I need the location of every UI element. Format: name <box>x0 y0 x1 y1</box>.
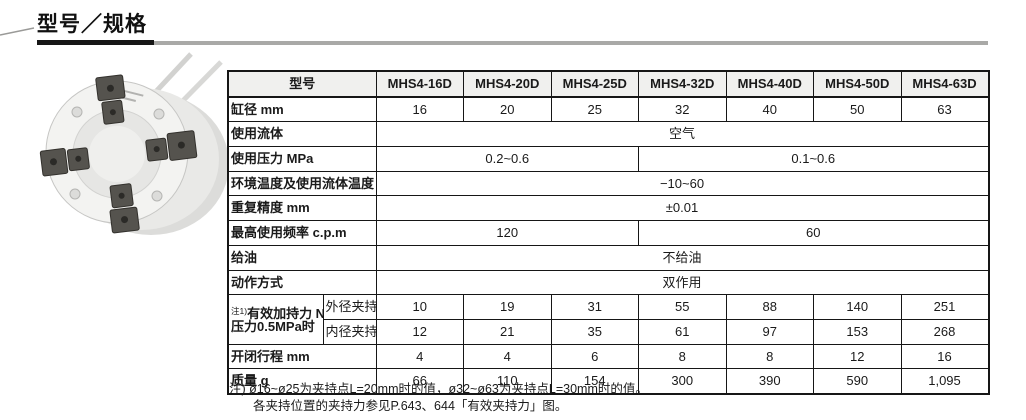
cell-value: 20 <box>463 96 552 123</box>
model-name: MHS4-63D <box>900 70 990 98</box>
sub-row-label: 外径夹持力 <box>322 294 377 320</box>
cell-value: 4 <box>463 343 552 370</box>
cell-value: 55 <box>638 294 727 320</box>
cell-value: 0.1~0.6 <box>638 146 990 172</box>
row-action: 动作方式 双作用 <box>227 269 990 296</box>
model-name: MHS4-40D <box>725 70 815 98</box>
cell-value: 40 <box>725 96 815 123</box>
cell-value: 300 <box>638 368 727 395</box>
cell-value: 19 <box>463 294 552 320</box>
cell-value: 110 <box>463 368 552 395</box>
cell-value: 60 <box>638 220 990 246</box>
cell-value: 35 <box>550 318 640 345</box>
cell-value: 31 <box>550 294 640 320</box>
cell-value: 61 <box>638 318 727 345</box>
cell-value: 12 <box>375 318 465 345</box>
page-corner-mark <box>0 27 35 36</box>
row-label: 缸径 mm <box>227 96 377 123</box>
cell-value: 16 <box>375 96 465 123</box>
row-lubrication: 给油 不给油 <box>227 244 990 271</box>
cell-value: 153 <box>813 318 902 345</box>
product-photo <box>39 52 229 235</box>
row-label: 使用压力 MPa <box>227 146 377 172</box>
cell-value: 6 <box>550 343 640 370</box>
page-title: 型号／规格 <box>37 13 147 36</box>
cell-value: 0.2~0.6 <box>375 146 640 172</box>
cell-value: 21 <box>463 318 552 345</box>
cell-value: 120 <box>375 220 640 246</box>
sub-row-label: 内径夹持力 <box>322 318 377 345</box>
cell-value: 251 <box>900 294 990 320</box>
cell-value: ±0.01 <box>375 195 990 222</box>
cell-value: 16 <box>900 343 990 370</box>
cell-value: 154 <box>550 368 640 395</box>
row-label: 环境温度及使用流体温度 ℃ <box>227 170 377 197</box>
title-underline <box>37 40 988 45</box>
cell-value: 双作用 <box>375 269 990 296</box>
cell-value: 空气 <box>375 121 990 148</box>
cell-value: 50 <box>813 96 902 123</box>
row-pressure: 使用压力 MPa 0.2~0.6 0.1~0.6 <box>227 146 990 172</box>
cell-value: 97 <box>725 318 815 345</box>
spec-table-container: 型号 MHS4-16D MHS4-20D MHS4-25D MHS4-32D M… <box>227 70 990 395</box>
cell-value: 63 <box>900 96 990 123</box>
row-repeatability: 重复精度 mm ±0.01 <box>227 195 990 222</box>
footnote-line-2: 各夹持位置的夹持力参见P.643、644「有效夹持力」图。 <box>253 398 568 413</box>
row-temperature: 环境温度及使用流体温度 ℃ −10~60 <box>227 170 990 197</box>
row-label: 给油 <box>227 244 377 271</box>
model-header-cell: 型号 <box>227 70 377 98</box>
row-stroke: 开闭行程 mm 4 4 6 8 8 12 16 <box>227 343 990 370</box>
note-ref: 注1) <box>231 306 248 317</box>
cell-value: 32 <box>638 96 727 123</box>
title-underline-gray <box>154 40 988 45</box>
cell-value: 10 <box>375 294 465 320</box>
cell-value: 4 <box>375 343 465 370</box>
cell-value: 390 <box>725 368 815 395</box>
title-underline-black <box>37 40 154 45</box>
model-name: MHS4-20D <box>463 70 552 98</box>
cell-value: 268 <box>900 318 990 345</box>
cell-value: 25 <box>550 96 640 123</box>
cell-value: 88 <box>725 294 815 320</box>
row-bore: 缸径 mm 16 20 25 32 40 50 63 <box>227 96 990 123</box>
row-fluid: 使用流体 空气 <box>227 121 990 148</box>
row-label: 重复精度 mm <box>227 195 377 222</box>
cell-value: −10~60 <box>375 170 990 197</box>
cell-value: 12 <box>813 343 902 370</box>
cell-value: 不给油 <box>375 244 990 271</box>
model-name: MHS4-32D <box>638 70 727 98</box>
row-weight: 质量 g 66 110 154 300 390 590 1,095 <box>227 368 990 395</box>
cell-value: 8 <box>725 343 815 370</box>
row-frequency: 最高使用频率 c.p.m 120 60 <box>227 220 990 246</box>
cell-value: 1,095 <box>900 368 990 395</box>
cell-value: 590 <box>813 368 902 395</box>
model-name: MHS4-50D <box>813 70 902 98</box>
footnotes: 注) ø16~ø25为夹持点L=20mm时的值，ø32~ø63为夹持点L=30m… <box>229 381 648 414</box>
model-name: MHS4-16D <box>375 70 465 98</box>
cell-value: 140 <box>813 294 902 320</box>
row-label: 使用流体 <box>227 121 377 148</box>
row-label: 开闭行程 mm <box>227 343 377 370</box>
cell-value: 66 <box>375 368 465 395</box>
model-name: MHS4-25D <box>550 70 640 98</box>
row-label: 质量 g <box>227 368 377 395</box>
row-label: 动作方式 <box>227 269 377 296</box>
header-row: 型号 MHS4-16D MHS4-20D MHS4-25D MHS4-32D M… <box>227 70 990 98</box>
gripping-force-label: 注1)有效加持力 N 压力0.5MPa时 <box>227 294 324 345</box>
gripping-force-label-line2: 压力0.5MPa时 <box>231 319 315 335</box>
row-gripping-internal: 内径夹持力 12 21 35 61 97 153 268 <box>228 318 990 345</box>
cell-value: 8 <box>638 343 727 370</box>
spec-table: 型号 MHS4-16D MHS4-20D MHS4-25D MHS4-32D M… <box>227 70 990 395</box>
row-label: 最高使用频率 c.p.m <box>227 220 377 246</box>
row-gripping-external: 注1)有效加持力 N 压力0.5MPa时 外径夹持力 10 19 31 55 8… <box>227 294 990 345</box>
footnote-line-1: 注) ø16~ø25为夹持点L=20mm时的值，ø32~ø63为夹持点L=30m… <box>229 382 648 396</box>
gripping-force-label-line1: 注1)有效加持力 N <box>231 306 323 322</box>
